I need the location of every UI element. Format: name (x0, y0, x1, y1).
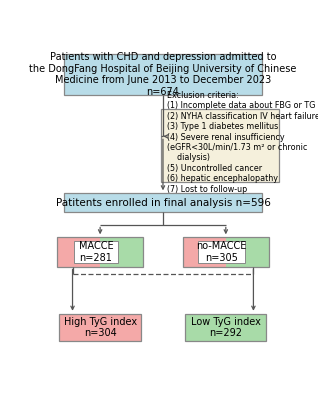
FancyBboxPatch shape (161, 109, 279, 182)
FancyBboxPatch shape (226, 237, 269, 267)
Text: Low TyG index
n=292: Low TyG index n=292 (191, 317, 261, 338)
Text: Exclusion criteria:
(1) Incomplete data about FBG or TG
(2) NYHA classification : Exclusion criteria: (1) Incomplete data … (167, 91, 318, 194)
FancyBboxPatch shape (100, 237, 143, 267)
FancyBboxPatch shape (64, 53, 262, 95)
Text: High TyG index
n=304: High TyG index n=304 (64, 317, 137, 338)
Text: MACCE
n=281: MACCE n=281 (79, 241, 113, 263)
FancyBboxPatch shape (198, 241, 245, 263)
FancyBboxPatch shape (59, 314, 141, 342)
Text: Patitents enrolled in final analysis n=596: Patitents enrolled in final analysis n=5… (56, 198, 270, 207)
FancyBboxPatch shape (183, 237, 226, 267)
FancyBboxPatch shape (185, 314, 266, 342)
FancyBboxPatch shape (57, 237, 100, 267)
FancyBboxPatch shape (74, 241, 118, 263)
Text: Patients with CHD and depression admitted to
the DongFang Hospital of Beijing Un: Patients with CHD and depression admitte… (29, 52, 297, 97)
Text: no-MACCE
n=305: no-MACCE n=305 (196, 241, 247, 263)
FancyBboxPatch shape (64, 193, 262, 212)
